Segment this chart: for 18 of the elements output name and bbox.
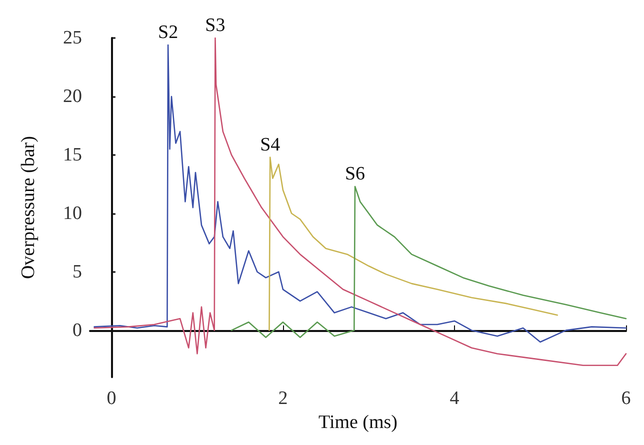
y-tick-label: 20	[63, 86, 82, 107]
series-label: S6	[344, 164, 366, 184]
y-tick-label: 0	[72, 320, 82, 341]
y-tick-label: 25	[63, 28, 82, 48]
x-tick-label: 0	[106, 388, 116, 410]
series-label: S2	[158, 22, 178, 44]
x-tick-label: 4	[450, 388, 460, 410]
x-tick-label: 6	[621, 388, 631, 410]
x-tick-label: 2	[278, 388, 288, 410]
y-tick-label: 15	[63, 144, 82, 166]
line-series	[230, 186, 627, 338]
x-axis-title: Time (ms)	[318, 412, 398, 433]
line-series	[268, 156, 558, 331]
y-tick-label: 10	[63, 202, 82, 224]
y-tick-label: 5	[72, 261, 82, 282]
series-label: S4	[260, 134, 281, 156]
y-axis-title: Overpressure (bar)	[18, 136, 39, 280]
series-label: S3	[205, 15, 226, 36]
